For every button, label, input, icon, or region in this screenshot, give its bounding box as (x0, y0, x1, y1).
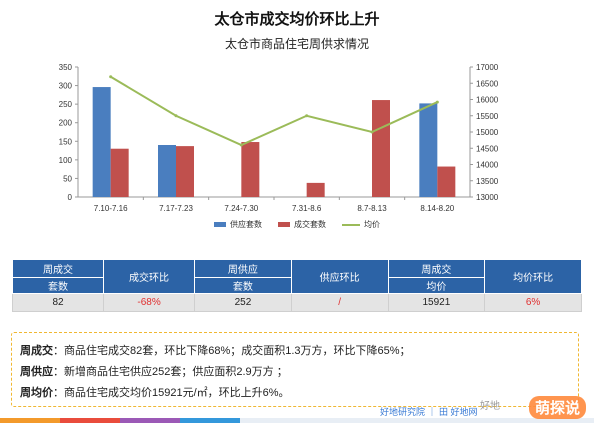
y-left-tick-7: 350 (59, 63, 73, 72)
legend-swatch-deals (278, 222, 290, 227)
x-tick-1: 7.17-7.23 (159, 204, 193, 213)
y-left-tick-2: 100 (59, 156, 73, 165)
price-point-3 (305, 114, 309, 118)
note-text-supply: ：新增商品住宅供应252套；供应面积2.9万方 ； (53, 366, 288, 378)
header-price-change: 均价环比 (484, 259, 582, 294)
legend-swatch-price (342, 223, 360, 226)
bar-deals-1 (176, 146, 194, 197)
note-label-deals: 周成交 (20, 345, 53, 357)
note-text-deals: ：商品住宅成交82套，环比下降68%；成交面积1.3万方，环比下降65%； (53, 345, 411, 357)
bar-supply-5 (419, 103, 438, 197)
bottom-color-bar (0, 418, 594, 423)
value-price-change: 6% (484, 293, 582, 312)
watermark-logo: 萌探说 (528, 396, 586, 419)
price-point-1 (174, 114, 178, 118)
x-tick-5: 8.14-8.20 (420, 204, 454, 213)
note-weekly-supply: 周供应：新增商品住宅供应252套；供应面积2.9万方 ； (20, 363, 288, 379)
supply-demand-chart: 0 50 100 150 200 250 300 350 13000 13500 14000 1450… (59, 63, 499, 213)
stats-table: 周成交 成交环比 周供应 供应环比 周成交 均价环比 套数 套数 均价 82 -… (11, 259, 582, 312)
y-right-tick-3: 14500 (476, 144, 499, 153)
note-weekly-deals: 周成交：商品住宅成交82套，环比下降68%；成交面积1.3万方，环比下降65%； (20, 342, 411, 358)
y-right-tick-4: 15000 (476, 128, 499, 137)
x-tick-0: 7.10-7.16 (94, 204, 128, 213)
y-right-tick-0: 13000 (476, 193, 499, 202)
header-weekly-supply: 周供应 (194, 259, 292, 278)
bar-supply-1 (158, 145, 176, 197)
y-right-tick-2: 14000 (476, 161, 499, 170)
y-left-tick-3: 150 (59, 137, 73, 146)
x-tick-4: 8.7-8.13 (357, 204, 387, 213)
chart-subtitle: 太仓市商品住宅周供求情况 (224, 37, 369, 51)
note-weekly-price: 周均价：商品住宅成交均价15921元/㎡，环比上升6%。 (20, 384, 290, 400)
value-supply-change: / (290, 293, 389, 312)
bar-supply-0 (92, 87, 111, 197)
note-text-price: ：商品住宅成交均价15921元/㎡，环比上升6%。 (53, 387, 290, 399)
header-supply-units: 套数 (194, 277, 292, 294)
price-line (110, 75, 438, 147)
y-right-tick-5: 15500 (476, 112, 499, 121)
y-right-tick-8: 17000 (476, 63, 499, 72)
bar-deals-5 (437, 166, 456, 197)
y-right-tick-1: 13500 (476, 177, 499, 186)
value-deal-units: 82 (11, 293, 105, 312)
x-tick-3: 7.31-8.6 (292, 204, 322, 213)
value-deal-change: -68% (103, 293, 196, 312)
chart-title: 太仓市成交均价环比上升 (214, 11, 380, 28)
value-avg-price: 15921 (387, 293, 486, 312)
legend-price: 均价 (342, 219, 380, 230)
y-left-tick-5: 250 (59, 100, 73, 109)
legend-label-deals: 成交套数 (294, 220, 326, 229)
y-left-tick-4: 200 (59, 119, 73, 128)
brand-footer: 好地研究院 ｜ 田 好地网 (380, 407, 478, 417)
legend-label-supply: 供应套数 (230, 220, 262, 229)
bar-deals-0 (110, 148, 129, 197)
y-left-tick-0: 0 (68, 193, 73, 202)
y-right-tick-7: 16500 (476, 79, 499, 88)
price-point-5 (435, 100, 439, 104)
header-avg-price: 均价 (387, 277, 486, 294)
y-right-tick-6: 16000 (476, 96, 499, 105)
bar-deals-2 (241, 142, 260, 197)
header-weekly-deals: 周成交 (11, 259, 105, 278)
header-supply-change: 供应环比 (290, 259, 389, 294)
wechat-mark: 好地 (480, 401, 500, 412)
header-deal-units: 套数 (11, 277, 105, 294)
legend-supply: 供应套数 (214, 219, 262, 230)
x-tick-2: 7.24-7.30 (224, 204, 258, 213)
legend-deals: 成交套数 (278, 219, 326, 230)
y-left-tick-6: 300 (59, 82, 73, 91)
note-label-supply: 周供应 (20, 366, 53, 378)
legend-swatch-supply (214, 222, 226, 227)
bar-deals-3 (306, 182, 325, 197)
header-deal-change: 成交环比 (103, 259, 196, 294)
price-point-0 (109, 75, 113, 79)
bar-deals-4 (372, 100, 390, 197)
note-label-price: 周均价 (20, 387, 53, 399)
price-point-4 (370, 130, 374, 134)
chart-legend: 供应套数 成交套数 均价 (0, 219, 594, 230)
header-weekly-deals-2: 周成交 (387, 259, 486, 278)
y-left-tick-1: 50 (63, 174, 72, 183)
value-supply-units: 252 (194, 293, 292, 312)
summary-box: 周成交：商品住宅成交82套，环比下降68%；成交面积1.3万方，环比下降65%；… (11, 332, 579, 407)
legend-label-price: 均价 (364, 220, 380, 229)
price-point-2 (239, 143, 243, 147)
